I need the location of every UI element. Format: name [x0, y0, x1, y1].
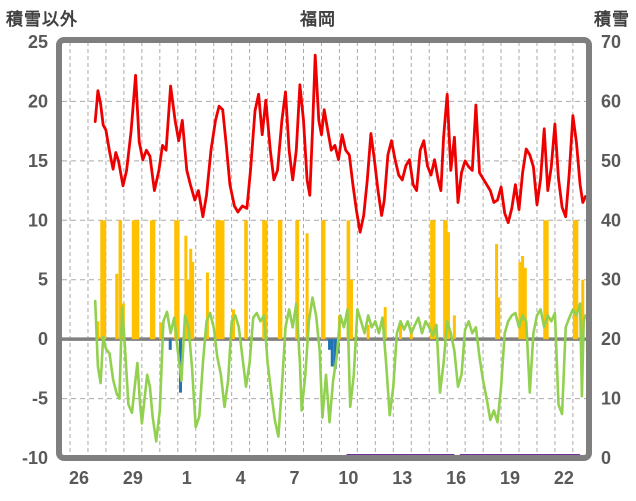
precipitation-bar: [186, 279, 190, 340]
precipitation-bar: [262, 220, 268, 340]
blue-bar: [330, 339, 334, 367]
precipitation-bar: [205, 272, 209, 340]
precipitation-bar: [349, 279, 353, 340]
precipitation-bar: [452, 315, 456, 340]
precipitation-bar: [346, 220, 351, 340]
left-axis-tick-label: 15: [28, 151, 48, 171]
right-axis-tick-label: 70: [601, 32, 621, 52]
precipitation-bar: [174, 220, 180, 340]
precipitation-bar: [184, 235, 188, 340]
left-axis-tick-label: -5: [32, 389, 48, 409]
precipitation-bar: [191, 261, 195, 340]
precipitation-bar: [521, 255, 525, 340]
precipitation-bar: [131, 220, 140, 340]
precipitation-bar: [430, 220, 436, 340]
x-axis-tick-label: 13: [392, 468, 412, 488]
precipitation-bar: [118, 220, 123, 340]
right-axis-tick-label: 0: [601, 448, 611, 468]
precipitation-bar: [446, 232, 450, 340]
x-axis-tick-label: 22: [554, 468, 574, 488]
right-axis-title: 積雪: [594, 10, 630, 29]
precipitation-bar: [295, 220, 300, 340]
precipitation-bar: [443, 220, 448, 340]
plot-frame: [56, 37, 592, 461]
precipitation-bar: [398, 321, 402, 340]
precipitation-bar: [495, 244, 499, 340]
precipitation-bar: [518, 261, 522, 340]
left-axis-tick-label: 10: [28, 210, 48, 230]
right-axis-tick-label: 60: [601, 91, 621, 111]
chart-title: 福岡: [300, 10, 336, 29]
left-axis-tick-label: 25: [28, 32, 48, 52]
x-axis-tick-label: 26: [69, 468, 89, 488]
x-axis-tick-label: 1: [182, 468, 192, 488]
x-axis-tick-label: 7: [290, 468, 300, 488]
precipitation-bar: [149, 220, 156, 340]
precipitation-bar: [383, 307, 387, 340]
left-axis-tick-label: 0: [38, 329, 48, 349]
right-axis-tick-label: 40: [601, 210, 621, 230]
precipitation-bar: [543, 220, 549, 340]
x-axis-tick-label: 29: [123, 468, 143, 488]
precipitation-bar: [100, 220, 107, 340]
precipitation-bar: [321, 220, 326, 340]
left-axis-tick-label: 20: [28, 91, 48, 111]
precipitation-bar: [305, 233, 309, 340]
precipitation-bar: [215, 220, 225, 340]
precipitation-bar: [497, 297, 501, 340]
precipitation-bar: [159, 322, 163, 340]
precipitation-bar: [189, 248, 193, 340]
right-axis-tick-label: 20: [601, 329, 621, 349]
red-series-line: [93, 53, 587, 234]
x-axis-tick-label: 10: [338, 468, 358, 488]
left-axis-tick-label: 5: [38, 270, 48, 290]
precipitation-bar: [115, 273, 119, 340]
precipitation-bar: [572, 220, 579, 340]
precipitation-bar: [581, 279, 585, 340]
precipitation-bar: [231, 309, 235, 340]
precipitation-bar: [366, 324, 370, 340]
x-axis-tick-label: 19: [500, 468, 520, 488]
green-series-line: [93, 296, 587, 443]
blue-bar: [333, 339, 337, 369]
blue-bar: [168, 339, 172, 350]
left-axis-tick-label: -10: [22, 448, 48, 468]
precipitation-bar: [96, 321, 100, 340]
left-axis-title: 積雪以外: [6, 10, 78, 29]
right-axis-tick-label: 50: [601, 151, 621, 171]
blue-bar: [328, 339, 332, 350]
x-axis-tick-label: 16: [446, 468, 466, 488]
precipitation-bar: [244, 220, 248, 340]
precipitation-bar: [277, 220, 283, 340]
right-axis-tick-label: 30: [601, 270, 621, 290]
x-axis-tick-label: 4: [236, 468, 246, 488]
right-axis-tick-label: 10: [601, 389, 621, 409]
precipitation-bar: [523, 267, 527, 340]
